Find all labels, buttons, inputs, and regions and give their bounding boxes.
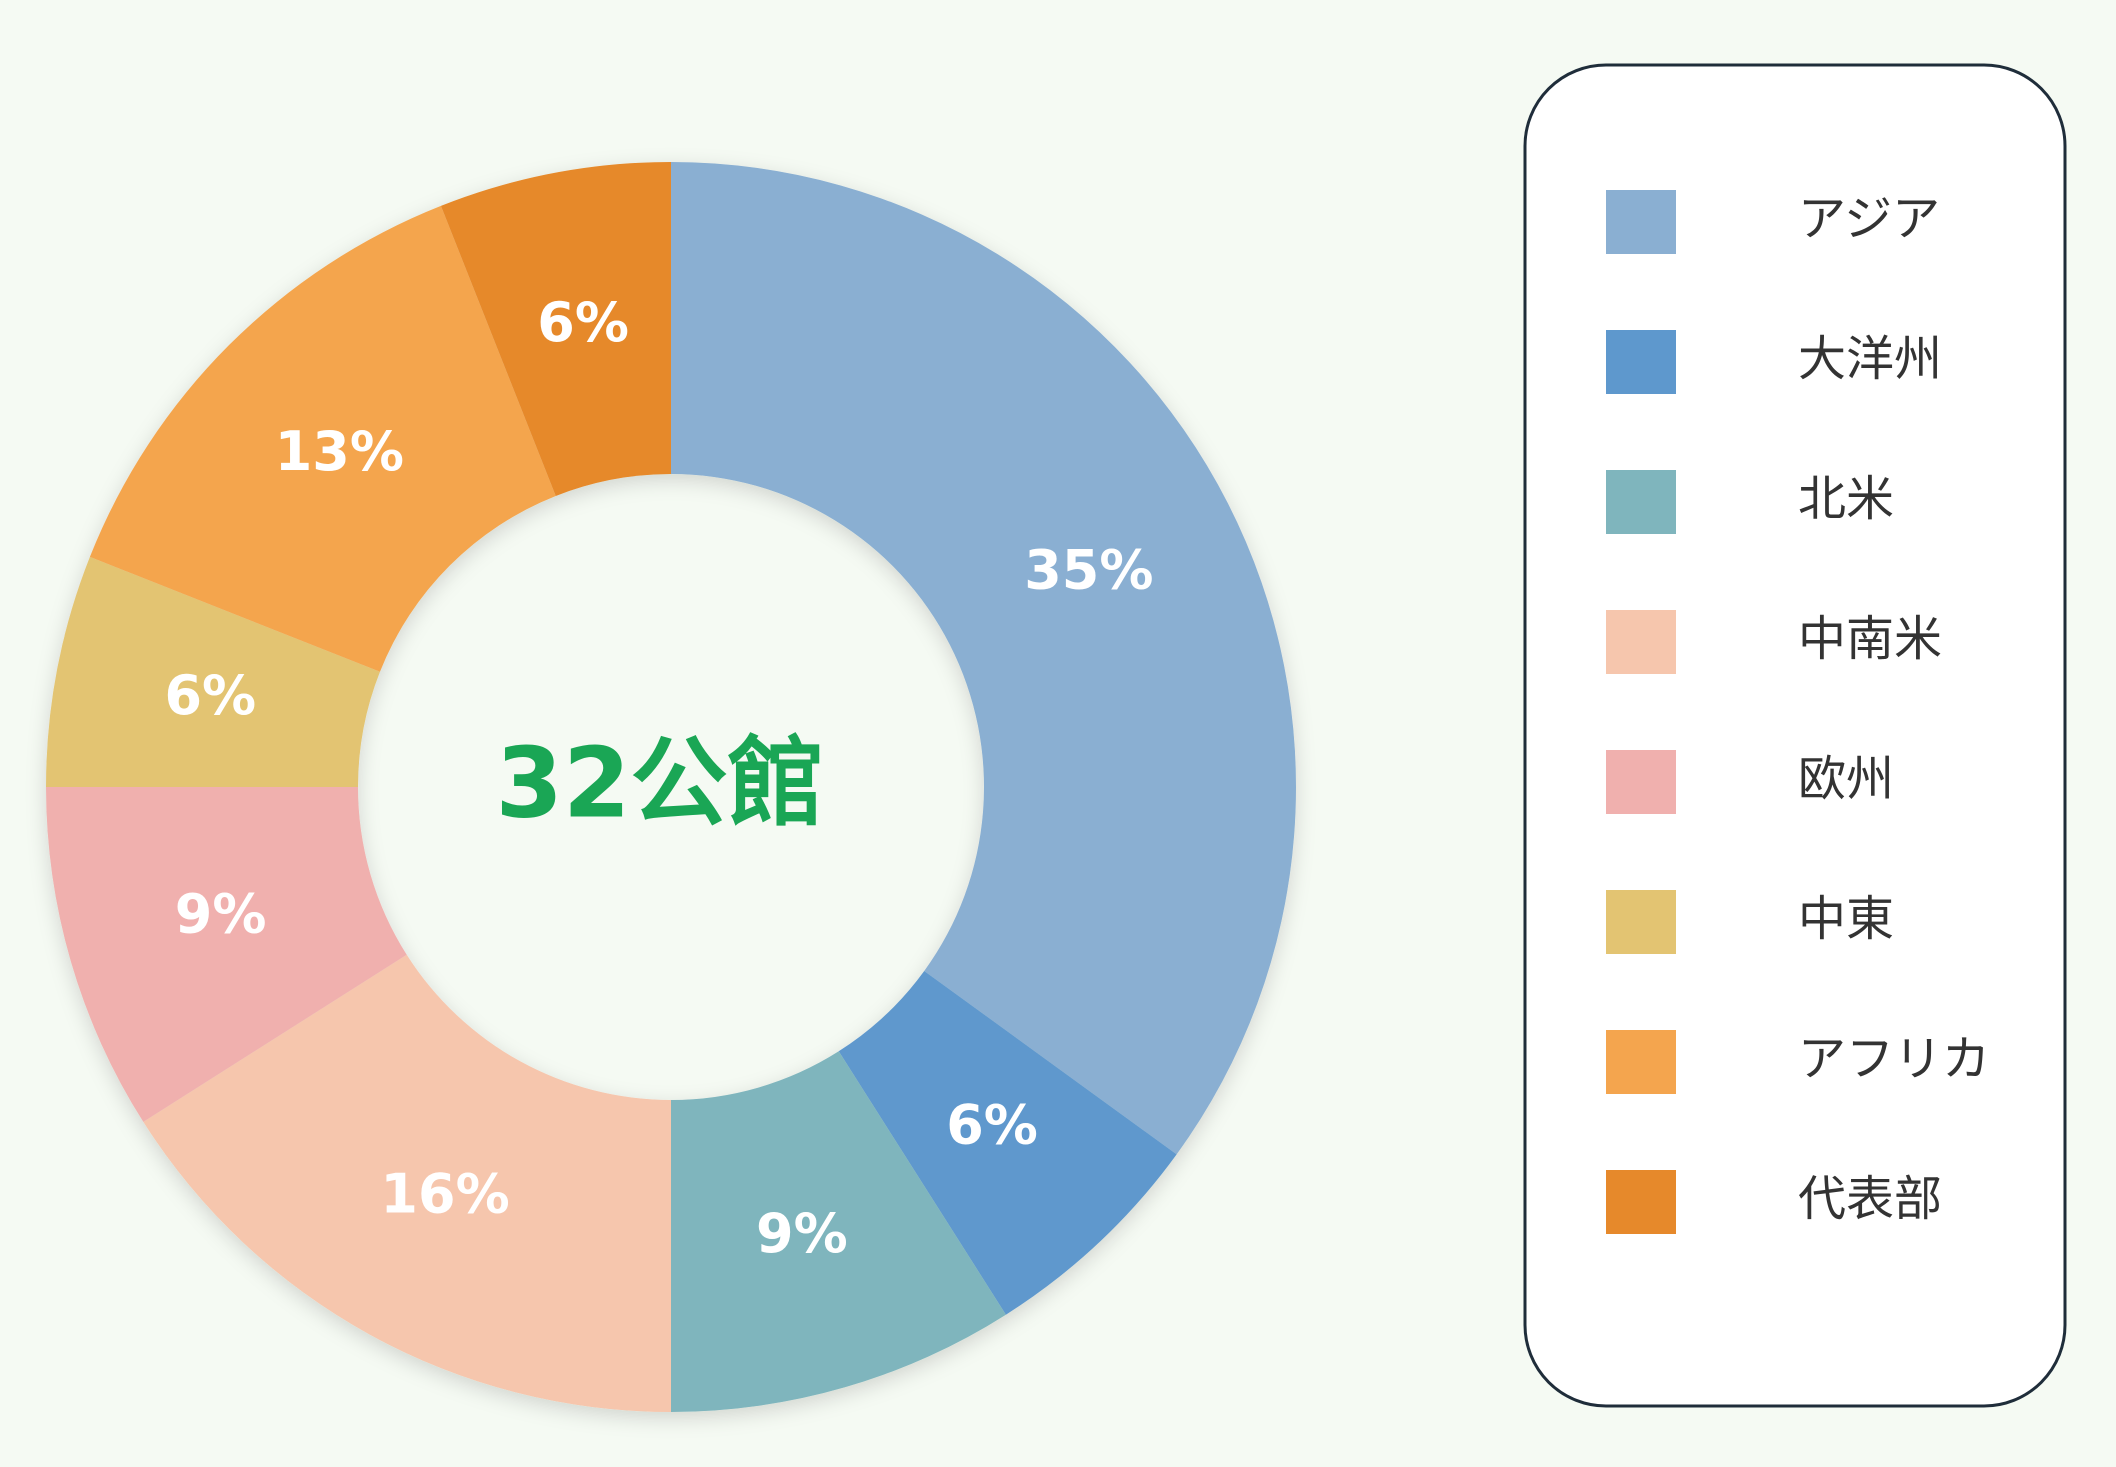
legend-swatch [1606,330,1676,394]
slice [46,556,380,787]
value-label: 6% [164,664,256,727]
slice [440,162,671,496]
slice [671,1051,1006,1412]
center-label: 32公館 [496,726,825,839]
value-labels: 35% 6% 9% 16% 9% 6% 13% 6% [164,291,1153,1265]
value-label: 35% [1024,539,1153,602]
slice [671,162,1296,1155]
slice [143,954,671,1412]
legend-label: アフリカ [1798,1031,1990,1087]
value-label: 6% [537,291,629,354]
value-label: 9% [175,882,267,945]
value-label: 9% [756,1202,848,1265]
legend-swatch [1606,190,1676,254]
legend-label: 中東 [1798,891,1894,947]
value-label: 13% [275,420,404,483]
legend-swatch [1606,610,1676,674]
legend-label: 北米 [1798,471,1894,527]
legend-swatch [1606,1170,1676,1234]
legend-swatch [1606,1030,1676,1094]
legend-label: 大洋州 [1798,331,1942,387]
slice [838,970,1177,1315]
legend-label: 代表部 [1798,1171,1942,1227]
value-label: 16% [380,1163,509,1226]
donut [46,162,1296,1412]
legend-swatch [1606,750,1676,814]
slice [46,787,407,1122]
slice [89,205,556,672]
legend-swatch [1606,470,1676,534]
legend-label: 中南米 [1798,611,1942,667]
legend-swatch [1606,890,1676,954]
legend-label: アジア [1798,191,1940,247]
legend-label: 欧州 [1798,751,1894,807]
value-label: 6% [946,1094,1038,1157]
